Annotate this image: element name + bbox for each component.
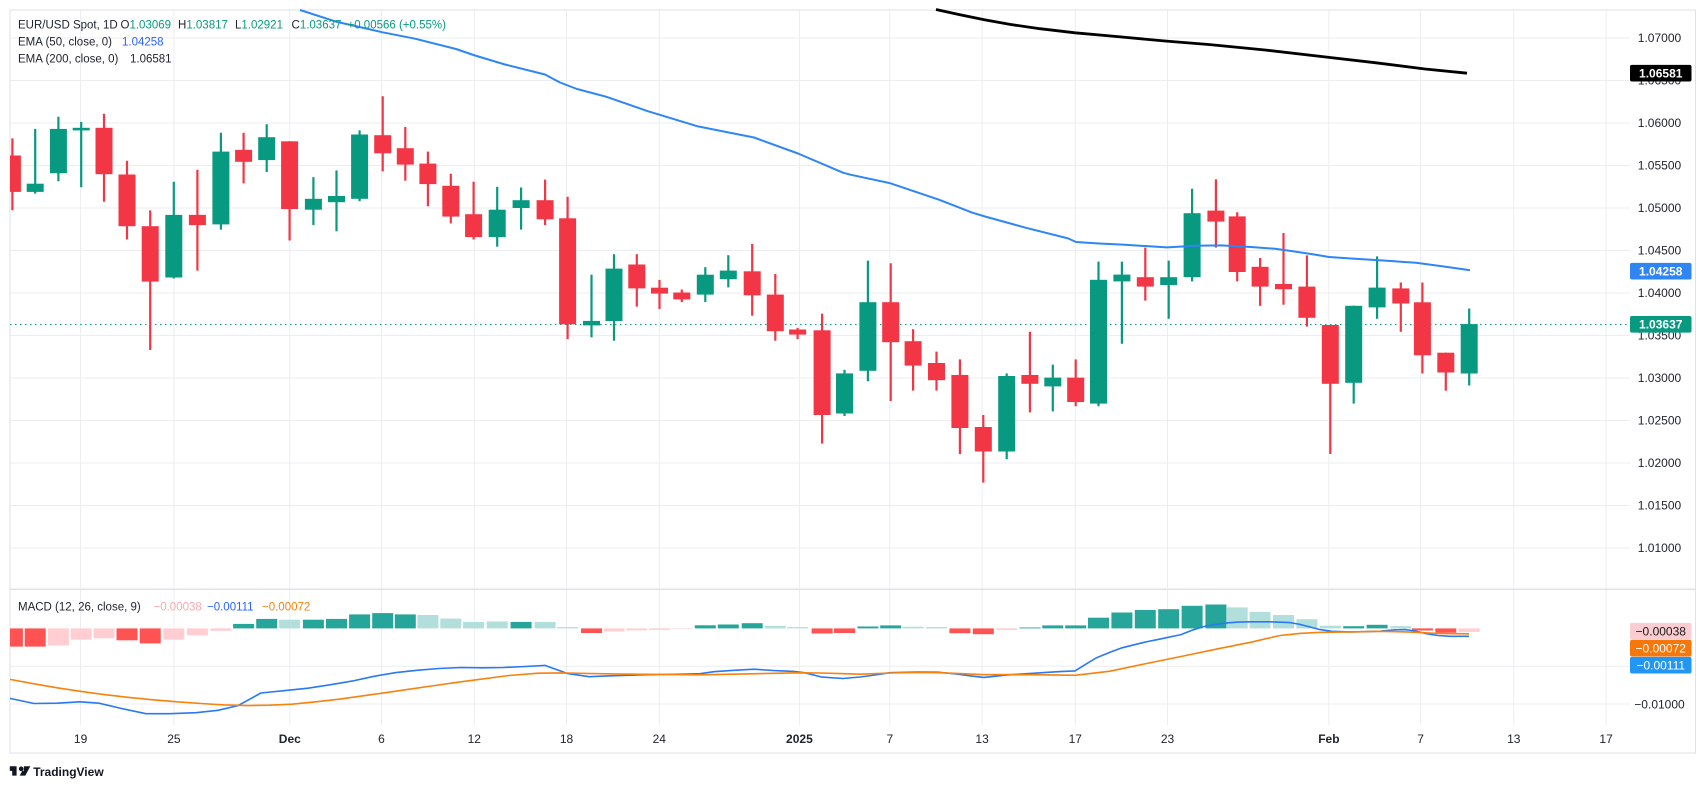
svg-text:O1.03069: O1.03069 bbox=[121, 19, 172, 31]
svg-text:1.06581: 1.06581 bbox=[1639, 67, 1683, 81]
svg-text:C1.03637: C1.03637 bbox=[292, 19, 342, 31]
svg-text:23: 23 bbox=[1161, 732, 1175, 746]
svg-text:1.02500: 1.02500 bbox=[1638, 414, 1682, 428]
svg-text:24: 24 bbox=[653, 732, 667, 746]
svg-text:EUR/USD Spot, 1D: EUR/USD Spot, 1D bbox=[18, 19, 118, 31]
svg-text:1.01500: 1.01500 bbox=[1638, 499, 1682, 513]
svg-text:H1.03817: H1.03817 bbox=[178, 19, 228, 31]
svg-text:7: 7 bbox=[1417, 732, 1424, 746]
svg-text:−0.00038: −0.00038 bbox=[154, 602, 202, 614]
svg-text:EMA (200, close, 0): EMA (200, close, 0) bbox=[18, 53, 119, 65]
svg-text:−0.01000: −0.01000 bbox=[1634, 698, 1685, 712]
svg-text:−0.00111: −0.00111 bbox=[1636, 659, 1685, 673]
svg-text:19: 19 bbox=[74, 732, 88, 746]
svg-text:1.04000: 1.04000 bbox=[1638, 286, 1682, 300]
svg-text:1.01000: 1.01000 bbox=[1638, 541, 1682, 555]
svg-text:1.03637: 1.03637 bbox=[1639, 318, 1683, 332]
svg-text:Dec: Dec bbox=[279, 732, 301, 746]
svg-text:13: 13 bbox=[975, 732, 989, 746]
svg-text:13: 13 bbox=[1507, 732, 1521, 746]
svg-text:1.03000: 1.03000 bbox=[1638, 371, 1682, 385]
svg-text:L1.02921: L1.02921 bbox=[235, 19, 283, 31]
svg-text:TradingView: TradingView bbox=[33, 765, 104, 779]
svg-text:1.06000: 1.06000 bbox=[1638, 116, 1682, 130]
svg-text:1.02000: 1.02000 bbox=[1638, 456, 1682, 470]
svg-text:25: 25 bbox=[167, 732, 181, 746]
svg-text:EMA (50, close, 0): EMA (50, close, 0) bbox=[18, 36, 112, 48]
svg-text:1.07000: 1.07000 bbox=[1638, 31, 1682, 45]
svg-text:−0.00072: −0.00072 bbox=[1636, 642, 1687, 656]
svg-text:17: 17 bbox=[1599, 732, 1613, 746]
svg-text:6: 6 bbox=[378, 732, 385, 746]
svg-text:−0.00038: −0.00038 bbox=[1636, 625, 1687, 639]
svg-text:+0.00566 (+0.55%): +0.00566 (+0.55%) bbox=[348, 19, 447, 31]
svg-text:17: 17 bbox=[1069, 732, 1083, 746]
svg-text:7: 7 bbox=[886, 732, 893, 746]
svg-text:−0.00111: −0.00111 bbox=[207, 602, 254, 614]
svg-text:Feb: Feb bbox=[1318, 732, 1339, 746]
svg-text:1.04258: 1.04258 bbox=[122, 36, 164, 48]
svg-text:2025: 2025 bbox=[786, 732, 813, 746]
svg-text:1.04258: 1.04258 bbox=[1639, 265, 1683, 279]
svg-text:18: 18 bbox=[560, 732, 574, 746]
svg-text:−0.00072: −0.00072 bbox=[262, 602, 310, 614]
svg-text:1.06581: 1.06581 bbox=[130, 53, 172, 65]
svg-text:MACD (12, 26, close, 9): MACD (12, 26, close, 9) bbox=[18, 602, 141, 614]
svg-text:1.05500: 1.05500 bbox=[1638, 159, 1682, 173]
svg-text:12: 12 bbox=[468, 732, 482, 746]
svg-text:1.05000: 1.05000 bbox=[1638, 201, 1682, 215]
svg-text:1.04500: 1.04500 bbox=[1638, 244, 1682, 258]
